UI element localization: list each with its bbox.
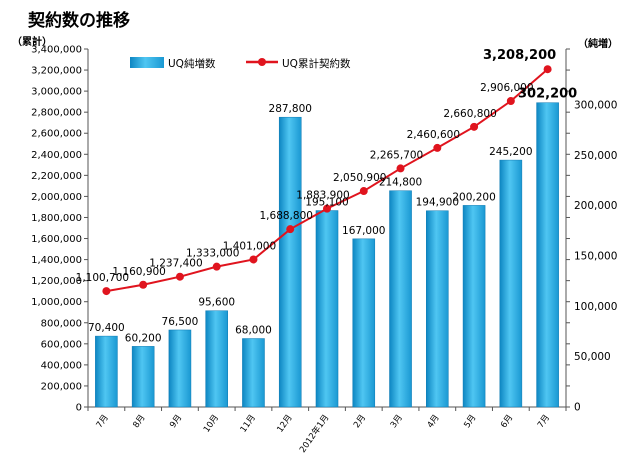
line-point: [544, 65, 552, 73]
left-tick-label: 1,400,000: [31, 255, 82, 266]
line-data-label: 2,460,600: [407, 129, 460, 141]
left-tick-label: 1,800,000: [31, 213, 82, 224]
x-tick-label: 3月: [389, 413, 405, 430]
right-tick-label: 150,000: [574, 250, 617, 262]
x-tick-label: 12月: [275, 413, 294, 435]
right-axis-label: （純増）: [578, 37, 618, 50]
bar-data-label: 76,500: [162, 316, 199, 328]
line-point: [397, 164, 405, 172]
legend: UQ純増数 UQ累計契約数: [130, 57, 351, 70]
left-tick-label: 2,200,000: [31, 171, 82, 182]
bar: [169, 330, 191, 407]
bar-data-label: 60,200: [125, 332, 162, 344]
line-point: [176, 273, 184, 281]
left-tick-label: 1,600,000: [31, 234, 82, 245]
bar-data-label: 68,000: [235, 325, 272, 337]
right-tick-label: 300,000: [574, 99, 617, 111]
x-tick-label: 4月: [426, 413, 442, 430]
left-tick-label: 1,000,000: [31, 297, 82, 308]
bar: [279, 117, 301, 407]
x-tick-label: 2月: [352, 413, 368, 430]
legend-bar-label: UQ純増数: [168, 57, 216, 70]
line-point: [286, 225, 294, 233]
left-tick-label: 3,200,000: [31, 66, 82, 77]
line-data-label: 2,660,800: [443, 108, 496, 120]
x-tick-label: 8月: [131, 413, 147, 430]
line-point: [102, 287, 110, 295]
legend-line-label: UQ累計契約数: [282, 57, 351, 70]
right-tick-label: 200,000: [574, 200, 617, 212]
legend-line-marker: [258, 58, 266, 66]
bar-data-label: 95,600: [198, 297, 235, 309]
bar: [353, 239, 375, 407]
left-tick-label: 600,000: [41, 339, 82, 350]
bar-data-label: 245,200: [489, 146, 532, 158]
bar: [426, 211, 448, 407]
left-tick-label: 200,000: [41, 381, 82, 392]
x-tick-label: 6月: [499, 413, 515, 430]
legend-bar-swatch: [130, 57, 164, 68]
line-point: [213, 263, 221, 271]
left-tick-label: 3,000,000: [31, 87, 82, 98]
line-data-label: 1,688,800: [260, 210, 313, 222]
bar: [132, 346, 154, 407]
line-point: [139, 281, 147, 289]
line-point: [360, 187, 368, 195]
left-tick-label: 2,600,000: [31, 129, 82, 140]
bar-data-label: 70,400: [88, 322, 125, 334]
bar-data-label: 200,200: [452, 191, 495, 203]
line-data-label: 2,906,000: [480, 82, 533, 94]
right-tick-label: 50,000: [574, 351, 611, 363]
left-tick-label: 2,400,000: [31, 150, 82, 161]
line-data-label: 2,050,900: [333, 172, 386, 184]
bar: [390, 191, 412, 407]
left-tick-label: 400,000: [41, 360, 82, 371]
line-data-label: 1,401,000: [223, 240, 276, 252]
bar: [95, 336, 117, 407]
x-tick-label: 9月: [168, 413, 184, 430]
x-tick-label: 5月: [462, 413, 478, 430]
bar: [206, 311, 228, 407]
chart-title: 契約数の推移: [27, 10, 130, 31]
x-tick-label: 10月: [202, 413, 221, 435]
line-point: [433, 144, 441, 152]
right-tick-label: 250,000: [574, 150, 617, 162]
line-point: [470, 123, 478, 131]
left-tick-label: 800,000: [41, 318, 82, 329]
line-data-label: 2,265,700: [370, 149, 423, 161]
bar-data-label: 167,000: [342, 225, 385, 237]
x-tick-label: 7月: [536, 413, 552, 430]
bar-data-label: 287,800: [269, 103, 312, 115]
line-data-label: 3,208,200: [483, 48, 556, 63]
x-tick-label: 7月: [95, 413, 111, 430]
line-point: [507, 97, 515, 105]
chart: 契約数の推移 （累計） （純増） UQ純増数 UQ累計契約数 0200,0004…: [0, 0, 640, 457]
bar: [500, 160, 522, 407]
line-point: [249, 255, 257, 263]
bar: [242, 339, 264, 407]
bar: [463, 205, 485, 407]
bar: [537, 103, 559, 407]
left-tick-label: 0: [76, 403, 82, 414]
right-tick-label: 0: [574, 402, 581, 414]
line-data-label: 1,883,900: [296, 190, 349, 202]
left-tick-label: 2,000,000: [31, 192, 82, 203]
x-tick-label: 2012年1月: [297, 412, 331, 454]
left-tick-label: 1,200,000: [31, 276, 82, 287]
right-tick-label: 100,000: [574, 301, 617, 313]
x-tick-label: 11月: [239, 413, 258, 435]
left-tick-label: 2,800,000: [31, 108, 82, 119]
bar: [316, 211, 338, 407]
left-tick-label: 3,400,000: [31, 45, 82, 56]
